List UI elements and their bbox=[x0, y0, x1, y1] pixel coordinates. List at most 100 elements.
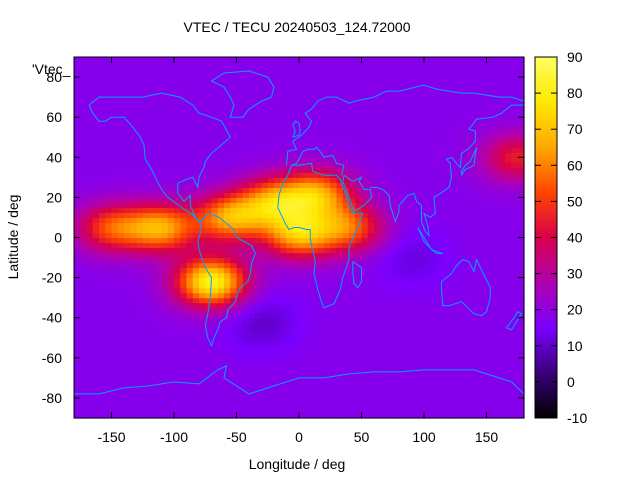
heatmap-cell bbox=[280, 192, 288, 198]
heatmap-cell bbox=[280, 252, 288, 259]
heatmap-cell bbox=[355, 412, 363, 419]
heatmap-cell bbox=[80, 237, 88, 244]
heatmap-cell bbox=[311, 212, 319, 219]
heatmap-cell bbox=[130, 67, 138, 73]
heatmap-cell bbox=[499, 292, 506, 299]
heatmap-cell bbox=[349, 142, 356, 148]
heatmap-cell bbox=[305, 57, 313, 63]
heatmap-cell bbox=[274, 257, 281, 264]
heatmap-cell bbox=[99, 337, 106, 344]
heatmap-cell bbox=[424, 87, 431, 93]
heatmap-cell bbox=[474, 157, 481, 163]
heatmap-cell bbox=[355, 102, 363, 108]
heatmap-cell bbox=[299, 207, 306, 214]
heatmap-cell bbox=[80, 362, 88, 369]
heatmap-cell bbox=[92, 222, 100, 229]
heatmap-cell bbox=[411, 262, 419, 269]
heatmap-cell bbox=[436, 227, 444, 234]
heatmap-cell bbox=[286, 227, 294, 234]
heatmap-cell bbox=[186, 282, 194, 289]
heatmap-cell bbox=[474, 342, 481, 349]
heatmap-cell bbox=[142, 127, 150, 133]
heatmap-cell bbox=[349, 332, 356, 339]
heatmap-cell bbox=[492, 162, 500, 168]
heatmap-cell bbox=[286, 162, 294, 168]
heatmap-cell bbox=[80, 342, 88, 349]
heatmap-cell bbox=[124, 82, 131, 88]
heatmap-cell bbox=[242, 257, 250, 264]
heatmap-cell bbox=[330, 297, 338, 304]
heatmap-cell bbox=[424, 347, 431, 354]
heatmap-cell bbox=[330, 392, 338, 399]
heatmap-cell bbox=[130, 317, 138, 324]
heatmap-cell bbox=[161, 237, 169, 244]
heatmap-cell bbox=[436, 397, 444, 404]
heatmap-cell bbox=[286, 252, 294, 259]
heatmap-cell bbox=[286, 272, 294, 279]
heatmap-cell bbox=[242, 227, 250, 234]
heatmap-cell bbox=[199, 227, 206, 234]
heatmap-cell bbox=[299, 182, 306, 188]
heatmap-cell bbox=[80, 267, 88, 274]
heatmap-cell bbox=[480, 287, 488, 294]
heatmap-cell bbox=[149, 357, 156, 364]
heatmap-cell bbox=[392, 307, 400, 314]
heatmap-cell bbox=[305, 332, 313, 339]
heatmap-cell bbox=[111, 167, 119, 173]
heatmap-cell bbox=[430, 227, 438, 234]
heatmap-cell bbox=[461, 367, 469, 374]
heatmap-cell bbox=[330, 72, 338, 78]
heatmap-cell bbox=[492, 142, 500, 148]
heatmap-cell bbox=[436, 392, 444, 399]
heatmap-cell bbox=[230, 182, 238, 188]
heatmap-cell bbox=[192, 277, 200, 284]
heatmap-cell bbox=[205, 177, 213, 183]
heatmap-cell bbox=[236, 207, 244, 214]
heatmap-cell bbox=[417, 152, 425, 158]
heatmap-cell bbox=[136, 237, 144, 244]
heatmap-cell bbox=[299, 402, 306, 409]
heatmap-cell bbox=[299, 307, 306, 314]
heatmap-cell bbox=[455, 237, 463, 244]
heatmap-cell bbox=[392, 182, 400, 188]
heatmap-cell bbox=[280, 197, 288, 203]
heatmap-cell bbox=[161, 407, 169, 414]
heatmap-cell bbox=[436, 192, 444, 198]
heatmap-cell bbox=[155, 252, 163, 259]
heatmap-cell bbox=[261, 297, 269, 304]
heatmap-cell bbox=[142, 122, 150, 128]
heatmap-cell bbox=[392, 57, 400, 63]
heatmap-cell bbox=[167, 352, 175, 359]
heatmap-cell bbox=[217, 327, 225, 334]
heatmap-cell bbox=[374, 112, 381, 118]
heatmap-cell bbox=[399, 142, 406, 148]
heatmap-cell bbox=[124, 377, 131, 384]
heatmap-cell bbox=[92, 237, 100, 244]
heatmap-cell bbox=[242, 182, 250, 188]
heatmap-cell bbox=[192, 122, 200, 128]
heatmap-cell bbox=[474, 137, 481, 143]
heatmap-cell bbox=[80, 212, 88, 219]
heatmap-cell bbox=[86, 397, 94, 404]
heatmap-cell bbox=[86, 197, 94, 203]
heatmap-cell bbox=[361, 272, 369, 279]
heatmap-cell bbox=[261, 137, 269, 143]
heatmap-cell bbox=[117, 282, 125, 289]
heatmap-cell bbox=[492, 302, 500, 309]
heatmap-cell bbox=[417, 342, 425, 349]
heatmap-cell bbox=[92, 157, 100, 163]
heatmap-cell bbox=[261, 192, 269, 198]
heatmap-cell bbox=[249, 207, 256, 214]
heatmap-cell bbox=[449, 132, 456, 138]
heatmap-cell bbox=[105, 132, 113, 138]
heatmap-cell bbox=[480, 367, 488, 374]
heatmap-cell bbox=[86, 247, 94, 254]
heatmap-cell bbox=[180, 262, 188, 269]
heatmap-cell bbox=[330, 207, 338, 214]
heatmap-cell bbox=[217, 127, 225, 133]
heatmap-cell bbox=[492, 292, 500, 299]
heatmap-cell bbox=[236, 137, 244, 143]
heatmap-cell bbox=[336, 327, 344, 334]
heatmap-cell bbox=[424, 407, 431, 414]
heatmap-cell bbox=[449, 182, 456, 188]
